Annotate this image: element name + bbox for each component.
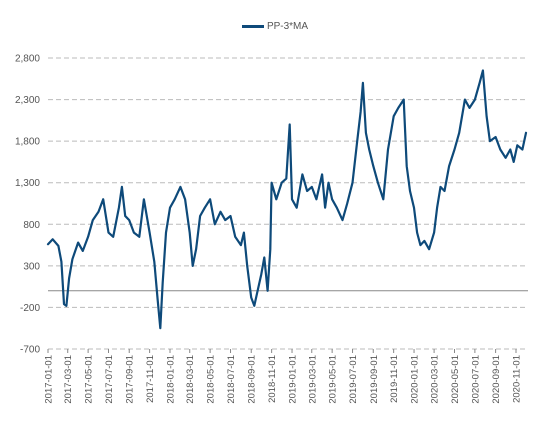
y-tick-label: 1,300 xyxy=(15,178,40,189)
x-tick-label: 2017-07-01 xyxy=(104,355,115,404)
x-tick-label: 2018-05-01 xyxy=(206,355,217,404)
y-tick-label: 2,800 xyxy=(15,54,40,65)
y-tick-label: 2,300 xyxy=(15,95,40,106)
legend-label: PP-3*MA xyxy=(266,21,309,32)
x-tick-label: 2019-09-01 xyxy=(369,355,380,404)
x-tick-label: 2019-01-01 xyxy=(288,355,299,404)
x-tick-label: 2020-09-01 xyxy=(491,355,502,404)
y-tick-label: -200 xyxy=(20,303,40,314)
y-tick-label: -700 xyxy=(20,345,40,356)
x-tick-label: 2017-09-01 xyxy=(125,355,136,404)
x-tick-label: 2019-07-01 xyxy=(348,355,359,404)
legend-swatch xyxy=(241,25,264,28)
series-line xyxy=(46,69,528,330)
x-tick-label: 2018-01-01 xyxy=(166,355,177,404)
x-tick-label: 2018-03-01 xyxy=(185,355,196,404)
x-tick-label: 2019-03-01 xyxy=(307,355,318,404)
x-tick-label: 2019-11-01 xyxy=(389,355,400,403)
series-group xyxy=(46,69,528,330)
x-tick-label: 2018-07-01 xyxy=(226,355,237,404)
x-tick-label: 2020-07-01 xyxy=(470,355,481,404)
x-tick-label: 2020-03-01 xyxy=(430,355,441,404)
x-tick-label: 2020-01-01 xyxy=(410,355,421,404)
x-tick-label: 2018-11-01 xyxy=(267,355,278,403)
x-tick-label: 2018-09-01 xyxy=(247,355,258,404)
y-tick-label: 300 xyxy=(23,261,40,272)
x-tick-label: 2020-05-01 xyxy=(450,355,461,404)
x-tick-label: 2017-05-01 xyxy=(84,355,95,404)
x-tick-label: 2019-05-01 xyxy=(328,355,339,404)
x-axis: 2017-01-01 2017-03-01 2017-05-01 2017-07-01… xyxy=(44,349,523,404)
y-axis: -700 -200 300 800 1,300 1,800 2,300 2,800 xyxy=(15,54,40,356)
y-tick-label: 1,800 xyxy=(15,137,40,148)
x-tick-label: 2017-01-01 xyxy=(44,355,55,404)
x-tick-label: 2017-11-01 xyxy=(145,355,156,403)
legend: PP-3*MA xyxy=(0,21,550,32)
x-tick-label: 2017-03-01 xyxy=(63,355,74,404)
y-tick-label: 800 xyxy=(23,220,40,231)
x-tick-label: 2020-11-01 xyxy=(512,355,523,403)
